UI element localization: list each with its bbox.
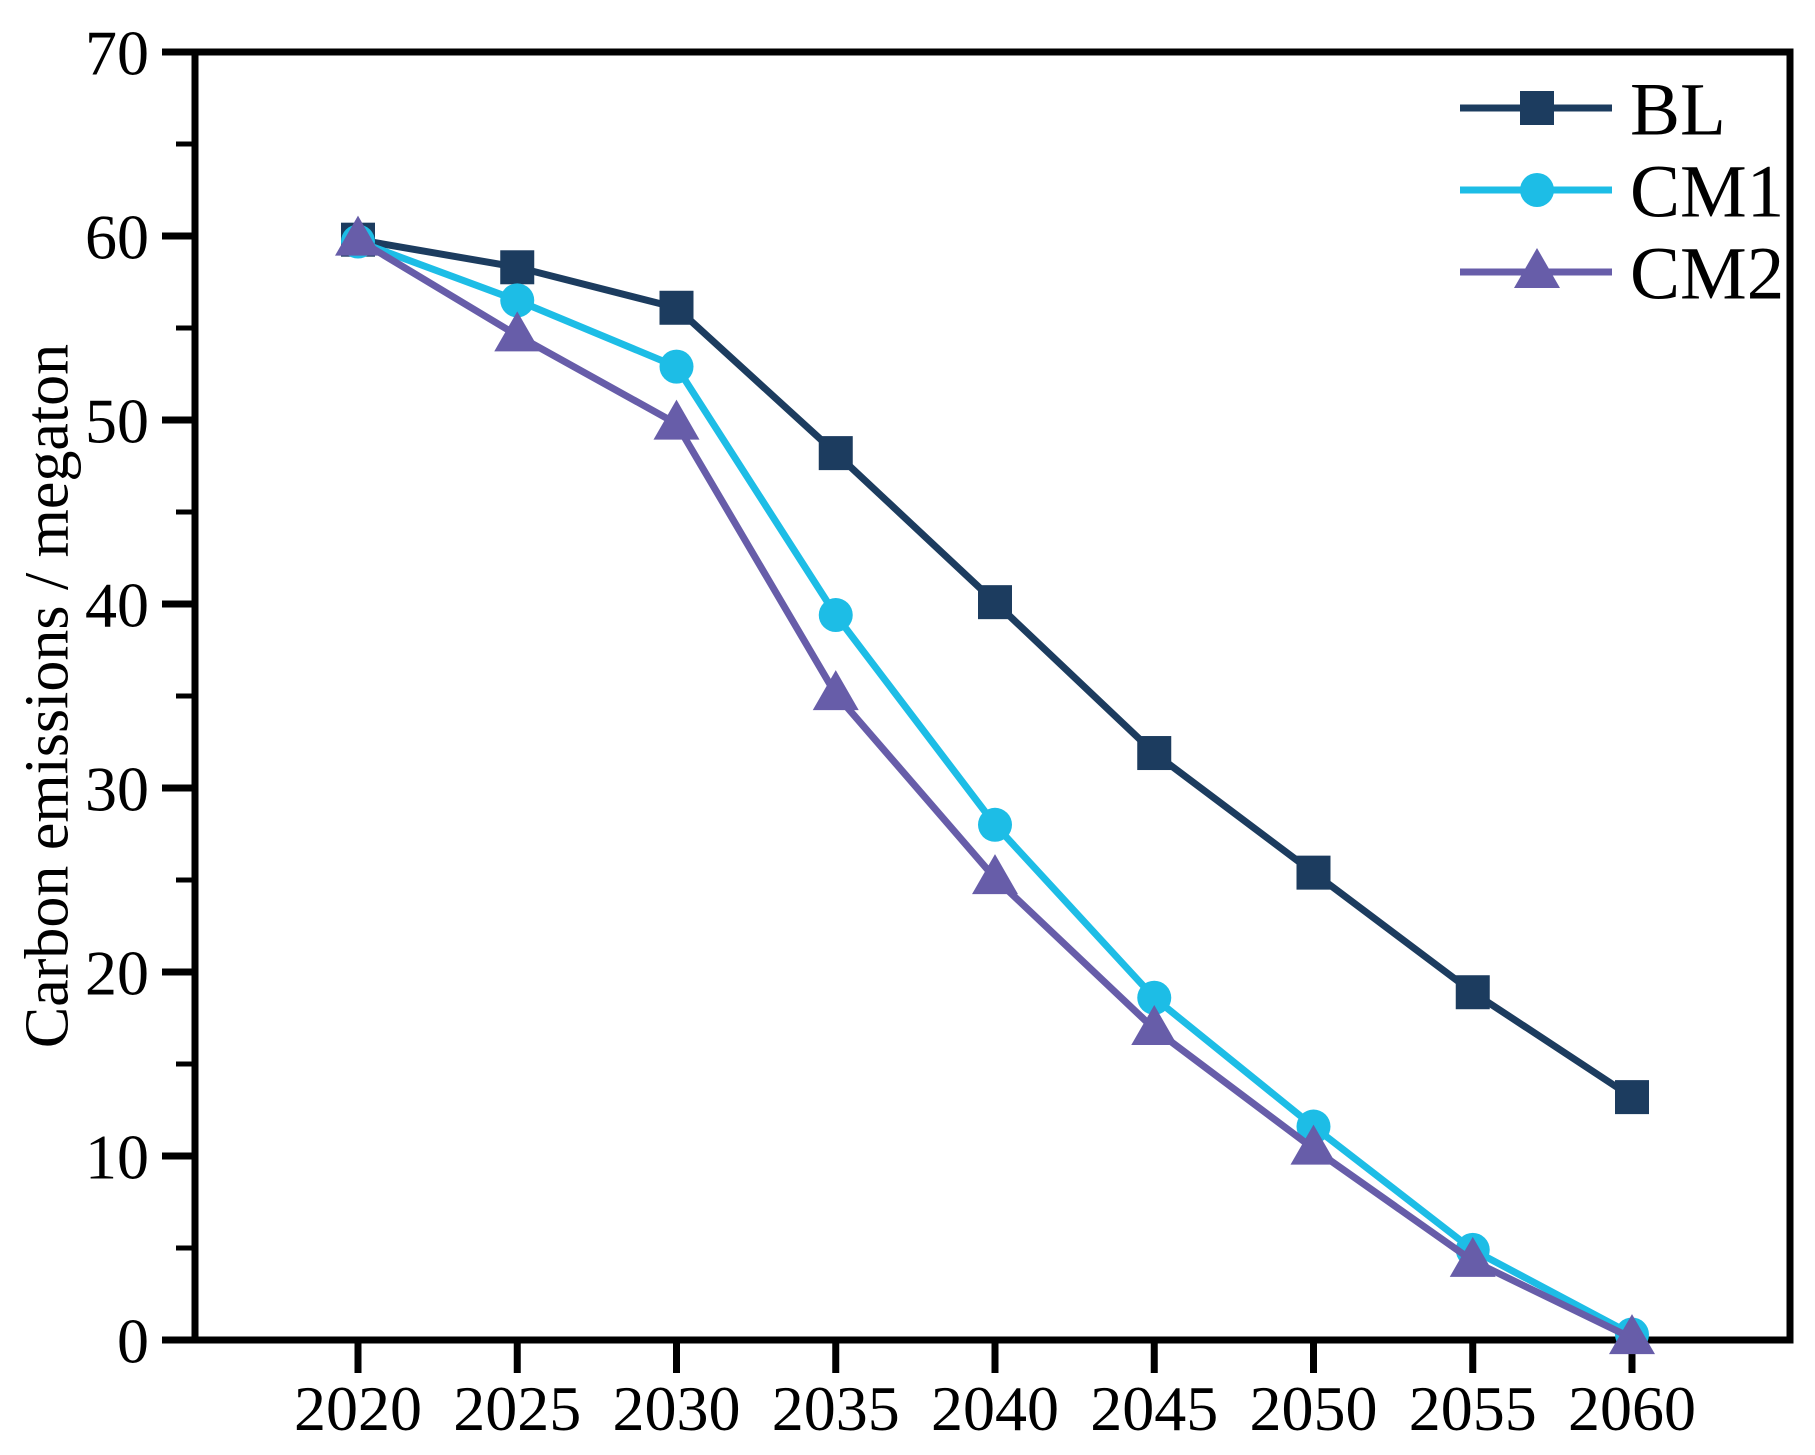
y-tick-label: 0: [117, 1305, 149, 1376]
marker-CM1-2040: [978, 807, 1012, 842]
plot-frame: [191, 48, 1794, 1344]
data-series: [335, 215, 1655, 1355]
marker-CM1-2035: [818, 598, 853, 633]
legend-marker-BL: [1520, 91, 1554, 125]
marker-CM1-2030: [659, 349, 694, 384]
series-line-BL: [357, 236, 1634, 1101]
y-tick-label: 20: [85, 937, 149, 1008]
legend-marker-CM1: [1520, 173, 1554, 207]
series-line-CM1: [356, 238, 1634, 1338]
legend-label-CM2: CM2: [1630, 232, 1784, 315]
y-tick-label: 60: [85, 201, 149, 272]
marker-CM2-2050: [1290, 1124, 1337, 1165]
marker-CM2-2045: [1131, 1005, 1178, 1046]
x-tick-label: 2050: [1250, 1373, 1378, 1444]
marker-BL-2045: [1137, 736, 1172, 771]
marker-BL-2035: [818, 436, 853, 471]
x-tick-label: 2060: [1568, 1373, 1696, 1444]
y-tick-label: 50: [85, 385, 149, 456]
x-tick-label: 2035: [772, 1373, 900, 1444]
y-tick-label: 10: [85, 1121, 149, 1192]
marker-CM1-2045: [1137, 980, 1172, 1015]
marker-CM2-2035: [812, 670, 859, 711]
x-tick-label: 2025: [453, 1373, 581, 1444]
marker-BL-2030: [659, 290, 694, 325]
marker-BL-2055: [1455, 975, 1490, 1010]
y-axis-title: Carbon emissions / megaton: [14, 344, 82, 1048]
legend-label-BL: BL: [1630, 68, 1726, 151]
x-tick-label: 2055: [1409, 1373, 1537, 1444]
series-line-CM2: [356, 236, 1634, 1342]
y-tick-label: 40: [85, 569, 149, 640]
x-tick-label: 2045: [1090, 1373, 1218, 1444]
marker-CM2-2055: [1449, 1236, 1496, 1277]
y-tick-label: 30: [85, 753, 149, 824]
marker-BL-2025: [500, 250, 535, 285]
marker-BL-2050: [1296, 855, 1331, 890]
marker-CM1-2025: [500, 283, 535, 318]
marker-CM2-2020: [335, 215, 381, 256]
marker-CM2-2060: [1609, 1314, 1655, 1355]
marker-BL-2040: [978, 585, 1012, 620]
marker-CM2-2025: [494, 311, 541, 352]
x-tick-label: 2020: [294, 1373, 422, 1444]
marker-CM2-2030: [653, 399, 700, 440]
marker-BL-2060: [1615, 1080, 1649, 1115]
x-tick-label: 2040: [931, 1373, 1059, 1444]
marker-CM2-2040: [972, 854, 1018, 895]
legend-marker-CM2: [1514, 248, 1560, 288]
legend-label-CM1: CM1: [1630, 150, 1784, 233]
y-tick-label: 70: [85, 17, 149, 88]
x-tick-label: 2030: [613, 1373, 741, 1444]
